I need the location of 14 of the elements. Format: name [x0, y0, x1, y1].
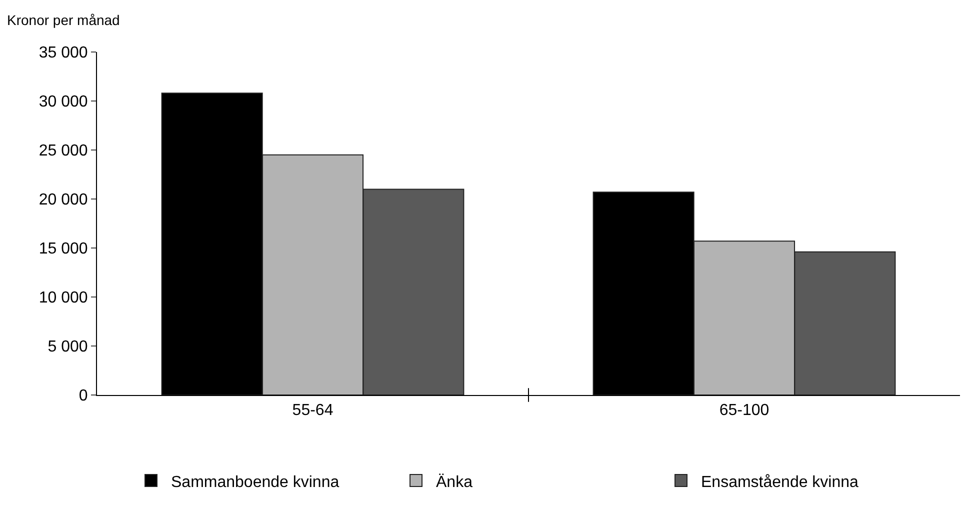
legend-label: Sammanboende kvinna [171, 474, 340, 491]
legend-label: Änka [436, 472, 473, 491]
y-tick-label: 10 000 [38, 290, 88, 307]
x-tick-label: 65-100 [719, 402, 770, 420]
y-tick-label: 20 000 [38, 192, 88, 209]
y-axis-title: Kronor per månad [7, 12, 120, 28]
y-tick-label: 5 000 [48, 338, 88, 356]
y-tick-label: 15 000 [38, 240, 88, 258]
legend-label: Ensamstående kvinna [701, 474, 859, 491]
y-tick-label: 25 000 [38, 142, 88, 160]
y-tick-label: 35 000 [38, 44, 88, 62]
y-tick-label: 30 000 [38, 94, 88, 111]
x-tick-label: 55-64 [292, 402, 334, 420]
y-tick-label: 0 [78, 388, 88, 405]
